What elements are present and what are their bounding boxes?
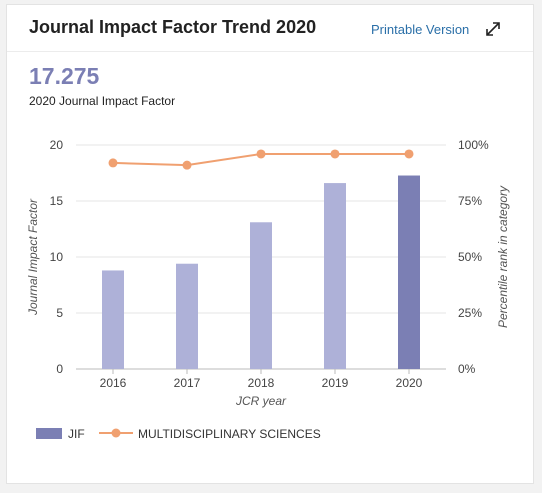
legend-category-label: MULTIDISCIPLINARY SCIENCES (138, 427, 321, 441)
y2-tick-label: 75% (458, 194, 482, 208)
y-tick-label: 20 (50, 138, 64, 152)
card-title: Journal Impact Factor Trend 2020 (29, 17, 317, 37)
y2-tick-label: 0% (458, 362, 476, 376)
y-axis-ticks: 0 5 10 15 20 (50, 138, 64, 376)
legend-line-dot (111, 428, 121, 438)
chart-line (108, 149, 414, 170)
card-header: Journal Impact Factor Trend 2020 Printab… (7, 5, 533, 52)
percentile-point-2017[interactable] (182, 160, 192, 170)
bar-2018[interactable] (250, 222, 272, 369)
x-tick-label: 2016 (100, 376, 127, 390)
printable-version-link[interactable]: Printable Version (371, 22, 470, 37)
bar-2016[interactable] (102, 270, 124, 369)
y2-axis-title: Percentile rank in category (496, 185, 510, 328)
percentile-point-2016[interactable] (108, 158, 118, 168)
jif-trend-card: Journal Impact Factor Trend 2020 Printab… (6, 4, 534, 484)
y-tick-label: 5 (56, 306, 63, 320)
x-axis-ticks: 2016 2017 2018 2019 2020 (100, 369, 423, 390)
x-axis-title: JCR year (235, 394, 287, 408)
y2-tick-label: 50% (458, 250, 482, 264)
legend-jif-swatch (36, 428, 62, 439)
chart-legend: JIF MULTIDISCIPLINARY SCIENCES (36, 427, 321, 441)
percentile-point-2018[interactable] (256, 149, 266, 159)
percentile-point-2020[interactable] (404, 149, 414, 159)
legend-jif-label: JIF (68, 427, 85, 441)
x-tick-label: 2017 (174, 376, 201, 390)
x-tick-label: 2020 (396, 376, 423, 390)
y2-tick-label: 100% (458, 138, 489, 152)
chart-bars (102, 175, 420, 369)
y-tick-label: 0 (56, 362, 63, 376)
bar-2020[interactable] (398, 175, 420, 369)
y-tick-label: 10 (50, 250, 64, 264)
impact-factor-value: 17.275 (29, 63, 100, 89)
percentile-point-2019[interactable] (330, 149, 340, 159)
impact-factor-label: 2020 Journal Impact Factor (29, 94, 176, 108)
bar-2017[interactable] (176, 263, 198, 369)
x-tick-label: 2019 (322, 376, 349, 390)
y-tick-label: 15 (50, 194, 64, 208)
y-axis-title: Journal Impact Factor (26, 198, 40, 316)
y2-axis-ticks: 0% 25% 50% 75% 100% (458, 138, 489, 376)
x-tick-label: 2018 (248, 376, 275, 390)
expand-icon[interactable] (483, 19, 503, 39)
y2-tick-label: 25% (458, 306, 482, 320)
bar-2019[interactable] (324, 183, 346, 369)
